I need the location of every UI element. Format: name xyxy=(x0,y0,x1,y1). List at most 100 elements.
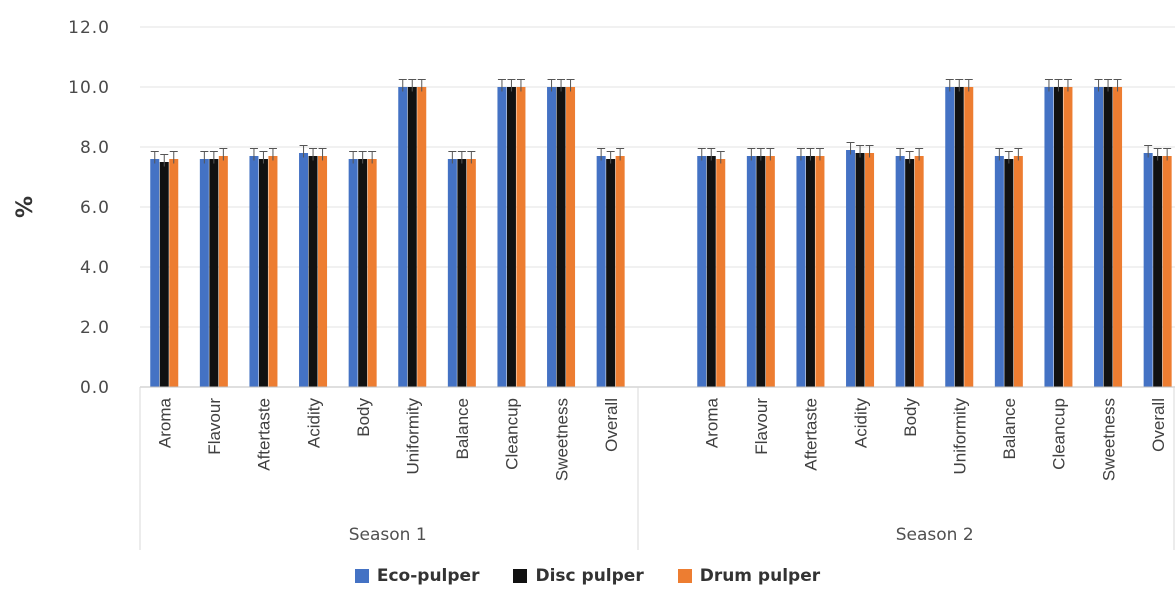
bar-disc-pulper xyxy=(855,153,865,387)
x-tick-label: Sweetness xyxy=(1099,398,1118,481)
x-tick-label: Uniformity xyxy=(951,398,970,475)
bar-eco-pulper xyxy=(447,159,457,387)
bar-disc-pulper xyxy=(159,162,169,387)
bar-disc-pulper xyxy=(407,87,417,387)
x-tick-label: Acidity xyxy=(304,398,323,449)
bar-eco-pulper xyxy=(398,87,408,387)
bar-drum-pulper xyxy=(615,156,625,387)
bar-drum-pulper xyxy=(815,156,825,387)
bar-eco-pulper xyxy=(945,87,955,387)
x-tick-label: Acidity xyxy=(851,398,870,449)
x-axis-ticks: Aroma Flavour Aftertaste Acidity Body Uniform… xyxy=(156,397,1168,481)
y-tick-label: 8.0 xyxy=(80,138,110,158)
legend-item: Disc pulper xyxy=(513,566,644,586)
x-tick-label: Aftertaste xyxy=(255,398,274,471)
x-tick-label: Cleancup xyxy=(503,398,522,470)
y-tick-label: 2.0 xyxy=(80,318,110,338)
group-label: Season 1 xyxy=(349,525,427,545)
bar-eco-pulper xyxy=(846,150,856,387)
bar-disc-pulper xyxy=(209,159,219,387)
y-tick-label: 0.0 xyxy=(80,378,110,398)
group-label: Season 2 xyxy=(896,525,974,545)
bar-drum-pulper xyxy=(765,156,775,387)
bar-eco-pulper xyxy=(497,87,507,387)
bar-drum-pulper xyxy=(1013,156,1023,387)
bar-drum-pulper xyxy=(716,159,726,387)
bar-disc-pulper xyxy=(1153,156,1163,387)
bar-eco-pulper xyxy=(1044,87,1054,387)
bar-drum-pulper xyxy=(1063,87,1073,387)
y-tick-label: 10.0 xyxy=(68,78,110,98)
bar-eco-pulper xyxy=(348,159,358,387)
legend-swatch xyxy=(354,569,369,583)
bar-eco-pulper xyxy=(746,156,756,387)
bar-disc-pulper xyxy=(756,156,766,387)
y-tick-label: 4.0 xyxy=(80,258,110,278)
bar-disc-pulper xyxy=(1053,87,1063,387)
bar-disc-pulper xyxy=(556,87,566,387)
x-tick-label: Aftertaste xyxy=(802,398,821,471)
x-tick-label: Cleancup xyxy=(1050,398,1069,470)
x-tick-label: Flavour xyxy=(205,398,224,455)
bar-disc-pulper xyxy=(1004,159,1014,387)
bar-eco-pulper xyxy=(596,156,606,387)
x-tick-label: Aroma xyxy=(156,397,175,448)
legend-item: Eco-pulper xyxy=(354,566,480,586)
bar-eco-pulper xyxy=(299,153,309,387)
legend-item: Drum pulper xyxy=(677,566,821,586)
x-tick-label: Overall xyxy=(602,398,621,452)
legend-label: Drum pulper xyxy=(699,566,821,586)
bar-disc-pulper xyxy=(506,87,516,387)
bar-disc-pulper xyxy=(706,156,716,387)
x-tick-label: Body xyxy=(354,398,373,437)
bar-disc-pulper xyxy=(805,156,815,387)
bar-disc-pulper xyxy=(1103,87,1113,387)
x-tick-label: Sweetness xyxy=(552,398,571,481)
y-tick-label: 6.0 xyxy=(80,198,110,218)
legend-label: Disc pulper xyxy=(535,566,644,586)
bar-disc-pulper xyxy=(954,87,964,387)
bar-disc-pulper xyxy=(905,159,915,387)
bar-drum-pulper xyxy=(367,159,377,387)
bar-drum-pulper xyxy=(964,87,974,387)
bar-eco-pulper xyxy=(796,156,806,387)
bar-drum-pulper xyxy=(466,159,476,387)
bar-drum-pulper xyxy=(1113,87,1123,387)
bar-drum-pulper xyxy=(1162,156,1172,387)
bar-eco-pulper xyxy=(994,156,1004,387)
bar-disc-pulper xyxy=(358,159,368,387)
bar-eco-pulper xyxy=(895,156,905,387)
bar-drum-pulper xyxy=(169,159,179,387)
bar-eco-pulper xyxy=(249,156,259,387)
x-tick-label: Balance xyxy=(453,398,472,459)
bar-drum-pulper xyxy=(417,87,427,387)
bar-disc-pulper xyxy=(606,159,616,387)
x-tick-label: Overall xyxy=(1149,398,1168,452)
error-bars xyxy=(150,79,1172,167)
x-tick-label: Flavour xyxy=(752,398,771,455)
legend-label: Eco-pulper xyxy=(376,566,480,586)
bar-eco-pulper xyxy=(547,87,557,387)
x-axis-groups: Season 1 Season 2 xyxy=(349,525,974,545)
x-tick-label: Balance xyxy=(1000,398,1019,459)
legend: Eco-pulper Disc pulper Drum pulper xyxy=(0,566,1175,586)
bar-drum-pulper xyxy=(566,87,576,387)
bar-disc-pulper xyxy=(308,156,318,387)
bar-drum-pulper xyxy=(218,156,228,387)
x-tick-label: Aroma xyxy=(703,397,722,448)
bar-drum-pulper xyxy=(318,156,328,387)
y-tick-label: 12.0 xyxy=(68,18,110,38)
bar-eco-pulper xyxy=(1094,87,1104,387)
bar-eco-pulper xyxy=(199,159,209,387)
y-axis-label: % xyxy=(13,196,38,218)
legend-swatch xyxy=(513,569,528,583)
bar-drum-pulper xyxy=(914,156,924,387)
bar-drum-pulper xyxy=(268,156,278,387)
bar-drum-pulper xyxy=(865,153,875,387)
x-tick-label: Uniformity xyxy=(404,398,423,475)
bar-eco-pulper xyxy=(1143,153,1153,387)
bar-disc-pulper xyxy=(258,159,268,387)
x-axis xyxy=(139,386,1175,550)
bar-disc-pulper xyxy=(457,159,467,387)
